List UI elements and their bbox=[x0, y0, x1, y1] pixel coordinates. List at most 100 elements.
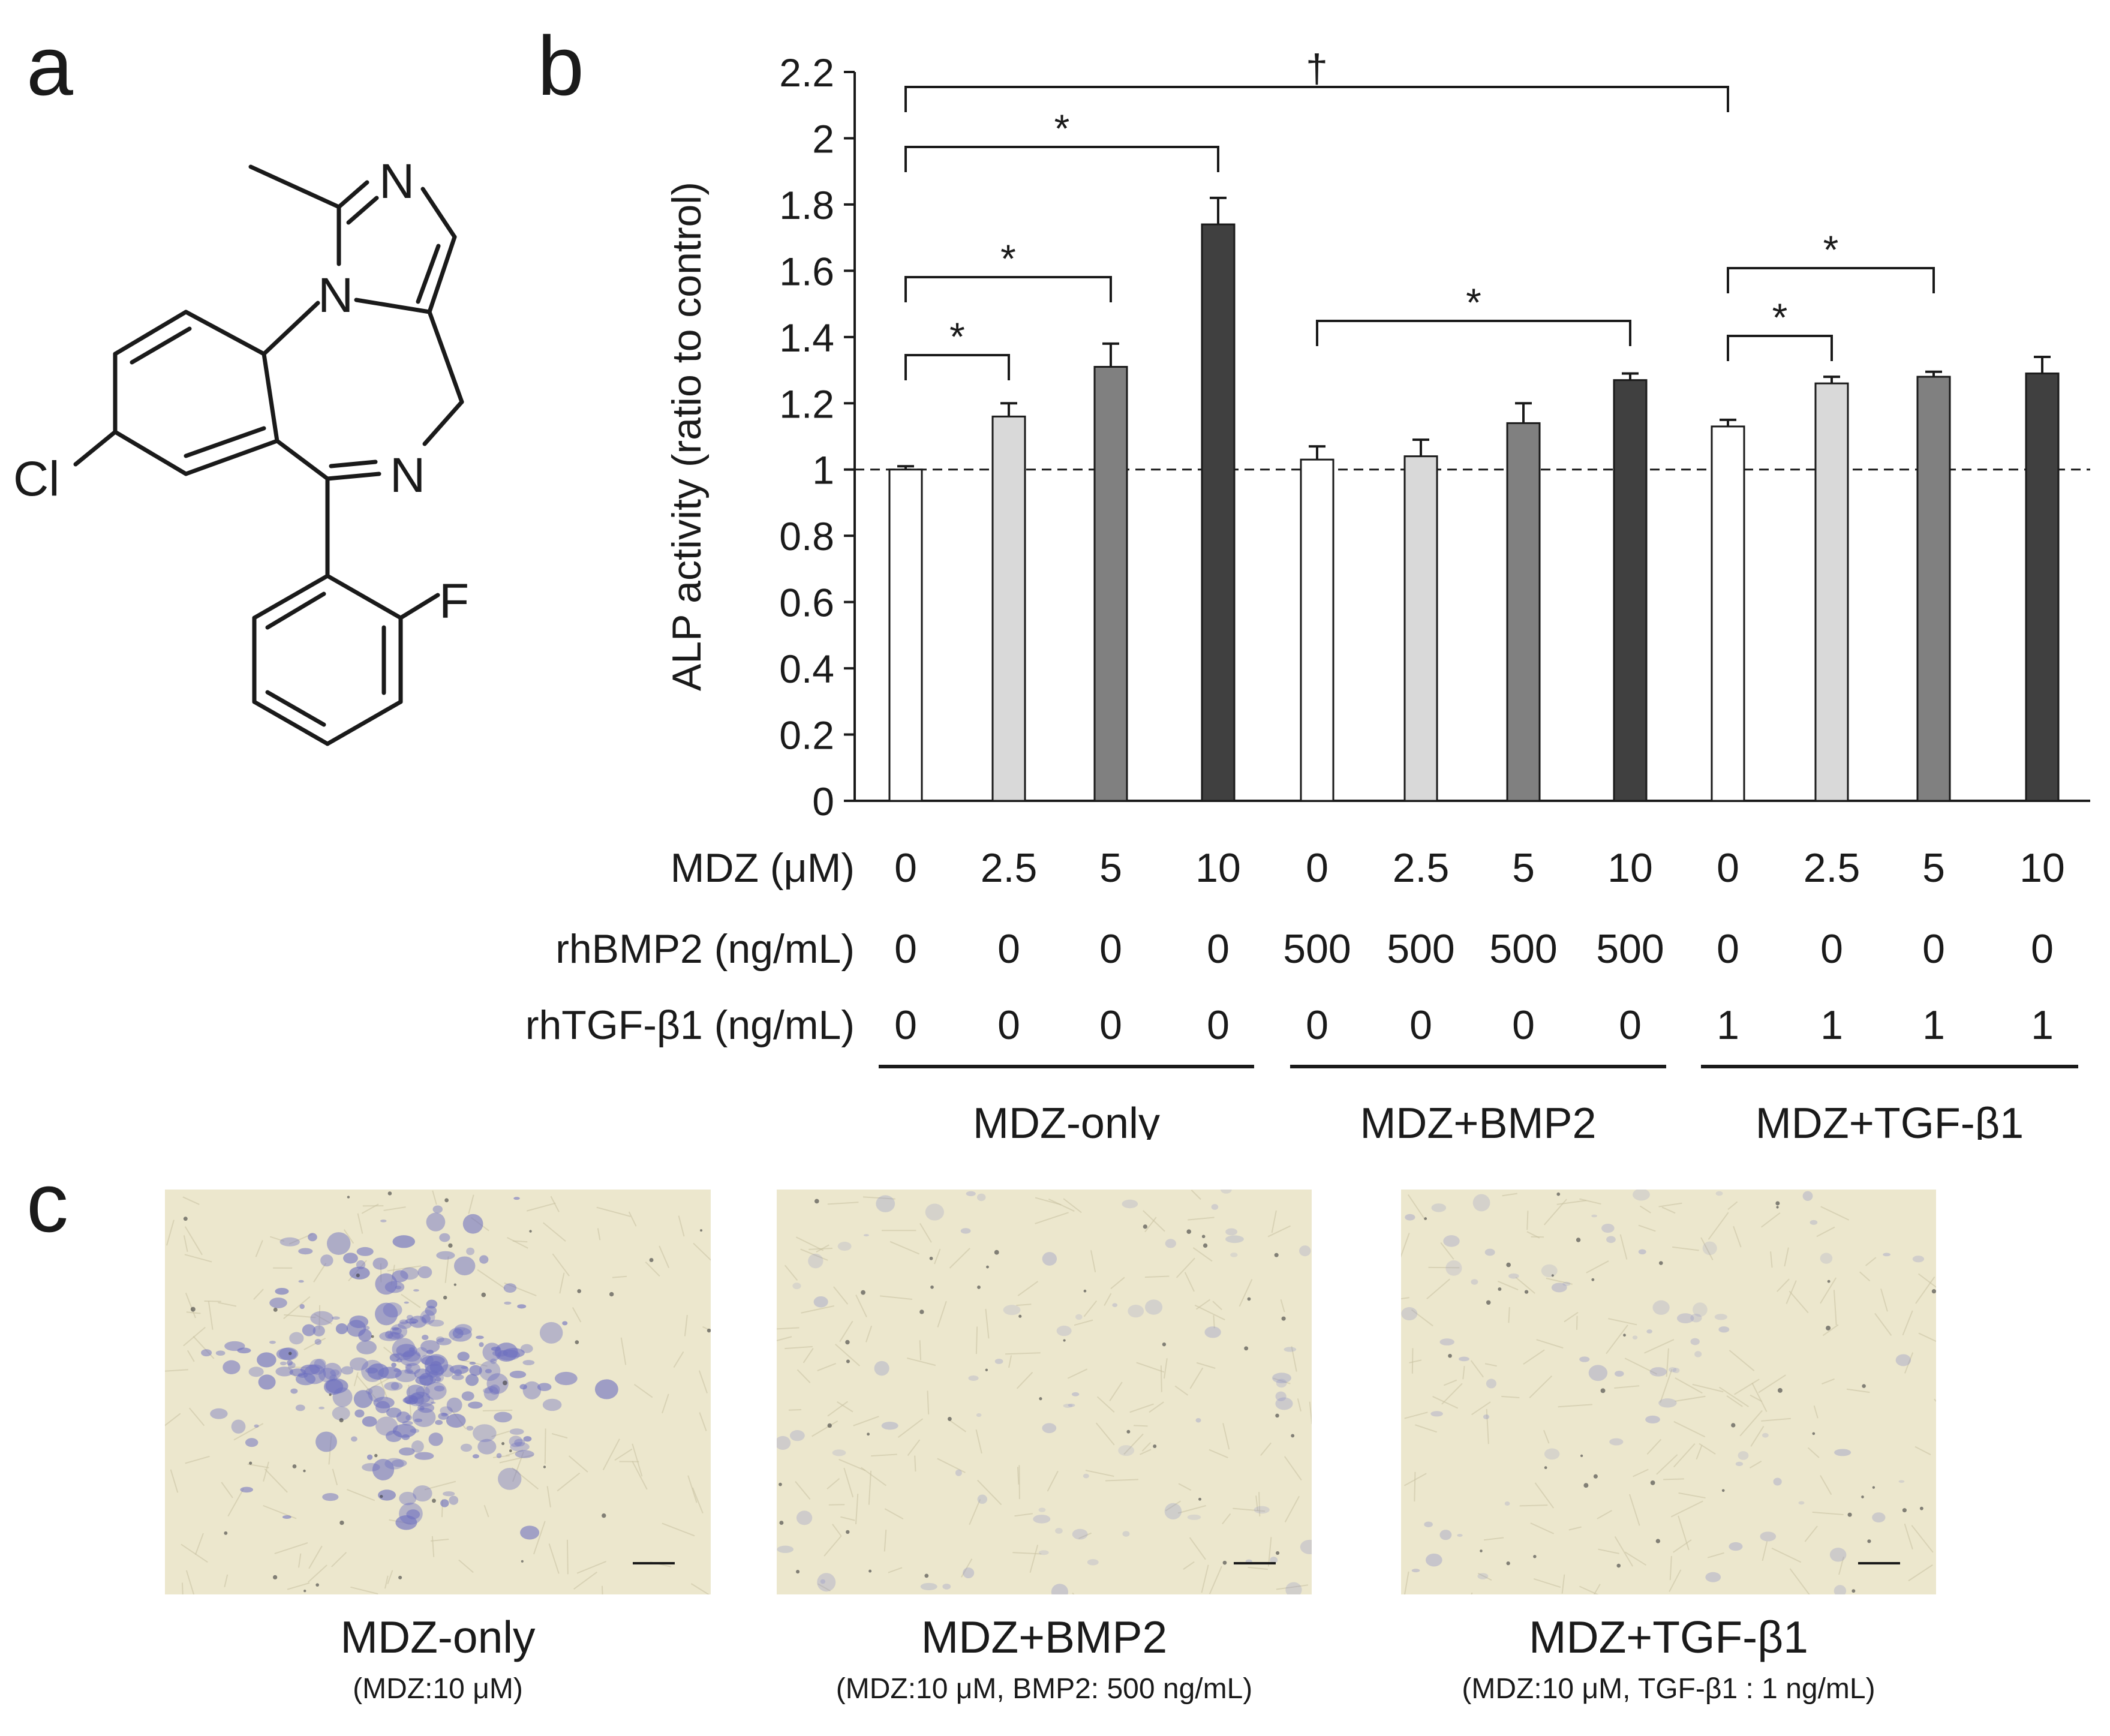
y-tick-label: 0.4 bbox=[779, 647, 834, 691]
debris-speck bbox=[1126, 1429, 1131, 1434]
cell-fiber bbox=[350, 1586, 378, 1595]
cell-fiber bbox=[1233, 1507, 1266, 1512]
alp-stain-spot bbox=[353, 1390, 373, 1408]
cell-fiber bbox=[1874, 1312, 1892, 1336]
cell-fiber bbox=[1598, 1548, 1619, 1554]
alp-stain-spot bbox=[399, 1351, 422, 1366]
alp-stain-spot bbox=[295, 1372, 316, 1386]
cell-fiber bbox=[1189, 1537, 1206, 1560]
cell-fiber bbox=[865, 1325, 873, 1342]
micrograph-condition: (MDZ:10 μM, TGF-β1 : 1 ng/mL) bbox=[1462, 1673, 1875, 1705]
alp-stain-spot bbox=[483, 1387, 494, 1394]
alp-stain-spot bbox=[395, 1369, 417, 1383]
table-cell: 1 bbox=[2031, 1002, 2054, 1048]
alp-stain-spot bbox=[302, 1324, 316, 1336]
alp-stain-spot bbox=[386, 1430, 402, 1443]
cell-fiber bbox=[796, 1369, 811, 1383]
cell-fiber bbox=[1184, 1272, 1195, 1292]
alp-stain-spot bbox=[1898, 1480, 1905, 1483]
micrograph-image bbox=[153, 1190, 728, 1614]
debris-speck bbox=[779, 1482, 782, 1486]
cell-fiber bbox=[314, 1313, 332, 1325]
alp-stain-spot bbox=[413, 1395, 434, 1407]
cell-fiber bbox=[906, 1357, 936, 1366]
alp-stain-spot bbox=[279, 1237, 300, 1247]
debris-speck bbox=[398, 1575, 402, 1579]
alp-stain-spot bbox=[257, 1352, 276, 1368]
significance-bracket bbox=[1727, 335, 1833, 361]
alp-stain-spot bbox=[404, 1301, 409, 1304]
micrograph-title: MDZ+TGF-β1 bbox=[1528, 1612, 1809, 1662]
cell-fiber bbox=[919, 1223, 932, 1243]
cell-fiber bbox=[1597, 1510, 1612, 1519]
table-cell: 500 bbox=[1283, 926, 1351, 972]
cell-fiber bbox=[1533, 1578, 1561, 1588]
cell-fiber bbox=[1209, 1449, 1228, 1458]
cell-fiber bbox=[1144, 1275, 1170, 1278]
table-cell: 0 bbox=[894, 845, 917, 891]
alp-stain-spot bbox=[372, 1459, 395, 1480]
cell-fiber bbox=[357, 1213, 363, 1234]
alp-stain-spot bbox=[1579, 1356, 1590, 1362]
debris-speck bbox=[1247, 1297, 1251, 1301]
cell-fiber bbox=[1183, 1561, 1195, 1570]
alp-stain-spot bbox=[332, 1387, 353, 1407]
alp-stain-spot bbox=[395, 1515, 417, 1530]
alp-stain-spot bbox=[398, 1321, 412, 1329]
cell-fiber bbox=[227, 1488, 245, 1517]
cell-fiber bbox=[387, 1570, 393, 1584]
table-cell: 500 bbox=[1596, 926, 1664, 972]
cell-fiber bbox=[1639, 1205, 1651, 1214]
debris-speck bbox=[1721, 1489, 1725, 1492]
cell-fiber bbox=[1696, 1444, 1703, 1460]
cell-fiber bbox=[1284, 1456, 1302, 1481]
alp-stain-spot bbox=[413, 1289, 419, 1292]
alp-stain-spot bbox=[832, 1449, 846, 1456]
alp-stain-spot bbox=[489, 1384, 500, 1395]
alp-stain-spot bbox=[1471, 1279, 1478, 1285]
cell-fiber bbox=[1144, 1217, 1157, 1233]
cell-fiber bbox=[1409, 1359, 1422, 1363]
alp-stain-spot bbox=[279, 1361, 287, 1366]
cell-fiber bbox=[888, 1567, 903, 1573]
cell-fiber bbox=[1090, 1250, 1096, 1272]
alp-stain-spot bbox=[309, 1359, 326, 1375]
alp-stain-spot bbox=[468, 1401, 483, 1409]
alp-stain-spot bbox=[1562, 1281, 1571, 1286]
significance-marker: * bbox=[949, 314, 965, 359]
alp-stain-spot bbox=[326, 1232, 351, 1256]
cell-fiber bbox=[1008, 1355, 1012, 1368]
alp-stain-spot bbox=[210, 1408, 228, 1419]
bar bbox=[1814, 382, 1849, 802]
alp-stain-spot bbox=[469, 1362, 476, 1365]
alp-stain-spot bbox=[269, 1298, 287, 1308]
cell-fiber bbox=[1471, 1401, 1491, 1416]
cell-fiber bbox=[1807, 1447, 1820, 1458]
debris-speck bbox=[609, 1292, 614, 1297]
table-cell: 2.5 bbox=[981, 845, 1038, 891]
cell-fiber bbox=[1656, 1454, 1678, 1475]
cell-fiber bbox=[1177, 1504, 1206, 1514]
alp-stain-spot bbox=[1204, 1326, 1221, 1338]
alp-stain-spot bbox=[1810, 1220, 1818, 1225]
alp-stain-spot bbox=[346, 1320, 366, 1337]
cell-fiber bbox=[699, 1412, 707, 1431]
debris-speck bbox=[1867, 1539, 1871, 1543]
debris-speck bbox=[1812, 1432, 1816, 1435]
cell-fiber bbox=[1608, 1318, 1637, 1326]
alp-stain-spot bbox=[446, 1397, 462, 1413]
alp-stain-spot bbox=[1439, 1338, 1454, 1345]
cell-fiber bbox=[1859, 1271, 1871, 1282]
debris-speck bbox=[481, 1292, 486, 1298]
debris-speck bbox=[1919, 1506, 1923, 1510]
cell-fiber bbox=[1526, 1231, 1540, 1239]
cell-fiber bbox=[919, 1340, 922, 1360]
cell-fiber bbox=[208, 1301, 214, 1330]
alp-stain-spot bbox=[1401, 1306, 1418, 1321]
cell-fiber bbox=[1822, 1324, 1839, 1336]
alp-stain-spot bbox=[298, 1280, 304, 1283]
alp-stain-spot bbox=[1738, 1451, 1749, 1460]
alp-stain-spot bbox=[479, 1360, 501, 1381]
alp-stain-spot bbox=[330, 1369, 340, 1376]
cell-fiber bbox=[1838, 1556, 1844, 1575]
